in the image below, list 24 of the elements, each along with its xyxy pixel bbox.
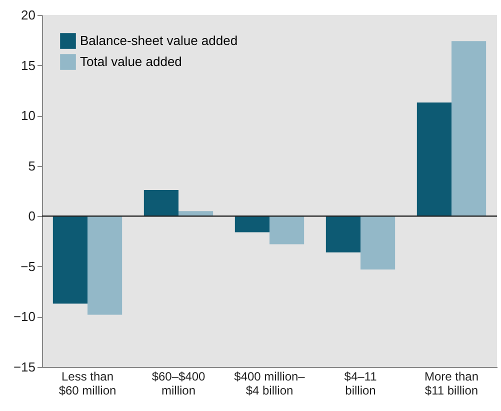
x-tick-label: $4–11 billion bbox=[344, 370, 378, 398]
x-tick-label: More than $11 billion bbox=[424, 370, 479, 398]
y-tick-label: −5 bbox=[20, 258, 36, 274]
bar bbox=[360, 216, 396, 270]
y-tick-label: 20 bbox=[21, 8, 36, 22]
y-tick-label: −15 bbox=[13, 360, 36, 374]
y-tick-label: −10 bbox=[13, 309, 36, 324]
bar bbox=[88, 216, 122, 315]
legend-label: Total value added bbox=[80, 54, 182, 69]
x-tick-label: $400 million– $4 billion bbox=[234, 370, 306, 398]
legend-label: Balance-sheet value added bbox=[80, 33, 238, 48]
bar bbox=[52, 216, 88, 304]
bar bbox=[270, 216, 304, 244]
bar bbox=[144, 190, 178, 216]
bar bbox=[416, 102, 452, 216]
bar bbox=[452, 41, 486, 216]
y-tick-label: 5 bbox=[28, 158, 36, 174]
bar bbox=[326, 216, 360, 252]
bar bbox=[234, 216, 270, 232]
y-tick-label: 15 bbox=[21, 58, 36, 73]
x-tick-label: $60–$400 million bbox=[152, 370, 206, 398]
y-tick-label: 10 bbox=[21, 108, 36, 124]
y-tick-label: 0 bbox=[28, 208, 36, 224]
x-tick-label: Less than $60 million bbox=[58, 370, 116, 398]
